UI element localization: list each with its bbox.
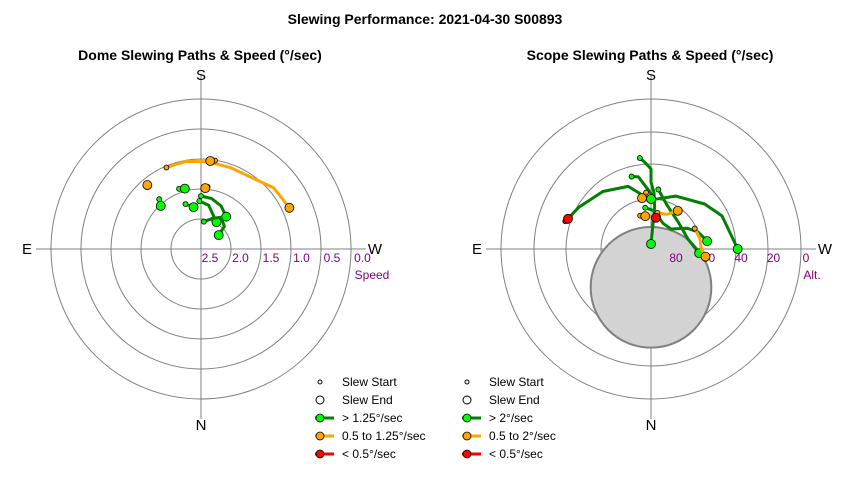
scope-legend-label: Slew End: [489, 393, 540, 407]
scope-grid-ring: [500, 98, 802, 400]
scope-slew-start-marker: [628, 173, 635, 180]
scope-radial-tick-label: 0: [803, 251, 810, 265]
dome-radial-tick-label: 0.0: [354, 251, 371, 265]
scope-slew-start-marker: [691, 225, 698, 232]
scope-obscured-region: [589, 226, 713, 349]
scope-slew-end-marker: [637, 193, 647, 204]
dome-legend-label: Slew Start: [342, 375, 397, 389]
dome-legend-start-symbol: [317, 379, 323, 385]
dome-legend-end-symbol: [315, 395, 325, 405]
scope-slew-path: [693, 227, 707, 259]
scope-legend-start-symbol: [464, 379, 470, 385]
dome-legend-label: 0.5 to 1.25°/sec: [342, 429, 426, 443]
scope-legend-label: > 2°/sec: [489, 411, 533, 425]
dome-radial-tick-label: 2.5: [202, 251, 219, 265]
scope-radial-tick-label: 80: [669, 251, 683, 265]
scope-slew-end-marker: [563, 213, 573, 224]
scope-slew-end-marker: [702, 236, 713, 247]
scope-dir-left: E: [472, 241, 482, 258]
scope-slew-end-marker: [646, 194, 656, 204]
dome-slew-start-marker: [196, 198, 203, 204]
dome-slew-path: [164, 159, 291, 210]
dome-radial-tick-label: 1.0: [293, 251, 310, 265]
scope-radial-unit-label: Alt.: [803, 268, 820, 282]
dome-slew-end-marker: [188, 202, 199, 213]
dome-radial-unit-label: Speed: [355, 268, 390, 282]
scope-radial-tick-label: 20: [767, 251, 781, 265]
scope-legend: Slew Start Slew End > 2°/sec 0.5 to 2°/sec <…: [462, 375, 556, 461]
dome-slew-end-marker: [200, 183, 211, 194]
scope-slew-end-marker: [640, 211, 651, 222]
dome-slew-start-marker: [163, 164, 170, 171]
scope-legend-end-symbol: [462, 395, 472, 405]
dome-radial-ticks: 2.5 2.0 1.5 1.0 0.5 0.0: [202, 251, 372, 265]
scope-grid-ring: [533, 131, 769, 367]
dome-legend-label: > 1.25°/sec: [342, 411, 403, 425]
scope-legend-label: < 0.5°/sec: [489, 447, 543, 461]
scope-dir-bottom: N: [646, 417, 657, 434]
dome-slew-paths: [142, 156, 295, 241]
scope-legend-label: 0.5 to 2°/sec: [489, 429, 556, 443]
scope-slew-paths: [562, 155, 743, 262]
scope-dir-right: W: [818, 241, 833, 258]
scope-slew-end-marker: [672, 205, 683, 216]
dome-slew-start-marker: [182, 201, 189, 207]
dome-dir-right: W: [368, 241, 383, 258]
dome-radial-tick-label: 0.5: [324, 251, 341, 265]
scope-legend-label: Slew Start: [489, 375, 544, 389]
dome-grid-ring: [50, 98, 352, 400]
scope-legend-marker: [462, 413, 472, 423]
scope-slew-end-marker: [651, 212, 661, 223]
scope-slew-start-marker: [643, 189, 649, 196]
dome-legend-marker: [315, 431, 325, 441]
dome-slew-end-marker: [205, 156, 216, 166]
dome-slew-end-marker: [155, 200, 166, 211]
dome-slew-path: [197, 199, 218, 224]
scope-slew-path: [638, 156, 657, 246]
scope-chart: Scope Slewing Paths & Speed (°/sec) S N …: [462, 47, 833, 461]
dome-polar-grid: [36, 74, 366, 419]
dome-grid-ring: [170, 218, 232, 280]
dome-radial-tick-label: 1.5: [263, 251, 280, 265]
dome-slew-start-marker: [200, 218, 207, 225]
dome-legend-label: Slew End: [342, 393, 393, 407]
dome-slew-end-marker: [284, 202, 295, 213]
scope-polar-grid: [486, 74, 816, 419]
dome-slew-end-marker: [213, 230, 224, 241]
scope-slew-path: [630, 175, 740, 251]
scope-slew-path: [656, 187, 701, 255]
dome-legend: Slew Start Slew End > 1.25°/sec 0.5 to 1.25…: [315, 375, 426, 461]
scope-legend-marker: [462, 431, 472, 441]
dome-slew-path: [202, 215, 226, 237]
dome-slew-start-marker: [198, 193, 204, 199]
figure-title: Slewing Performance: 2021-04-30 S00893: [288, 11, 563, 27]
dome-chart: Dome Slewing Paths & Speed (°/sec) S N E…: [22, 47, 426, 461]
scope-chart-title: Scope Slewing Paths & Speed (°/sec): [527, 47, 774, 63]
dome-dir-left: E: [22, 241, 32, 258]
scope-slew-end-marker: [700, 251, 711, 262]
scope-slew-start-marker: [655, 186, 662, 193]
dome-legend-marker: [315, 449, 325, 459]
scope-slew-start-marker: [642, 204, 649, 211]
scope-legend-marker: [462, 449, 472, 459]
dome-slew-path: [199, 194, 228, 219]
scope-slew-end-marker: [732, 244, 743, 254]
dome-slew-end-marker: [142, 180, 153, 190]
scope-slew-end-marker: [646, 239, 656, 249]
dome-legend-marker: [315, 413, 325, 423]
dome-grid-ring: [80, 128, 322, 370]
dome-legend-label: < 0.5°/sec: [342, 447, 396, 461]
dome-dir-top: S: [196, 67, 206, 84]
scope-dir-top: S: [646, 67, 656, 84]
dome-chart-title: Dome Slewing Paths & Speed (°/sec): [78, 47, 322, 63]
scope-radial-tick-label: 40: [734, 251, 748, 265]
dome-slew-end-marker: [179, 183, 190, 194]
dome-grid-ring: [110, 158, 292, 340]
scope-slew-start-marker: [636, 155, 643, 161]
dome-radial-tick-label: 2.0: [232, 251, 249, 265]
dome-dir-bottom: N: [196, 417, 207, 434]
